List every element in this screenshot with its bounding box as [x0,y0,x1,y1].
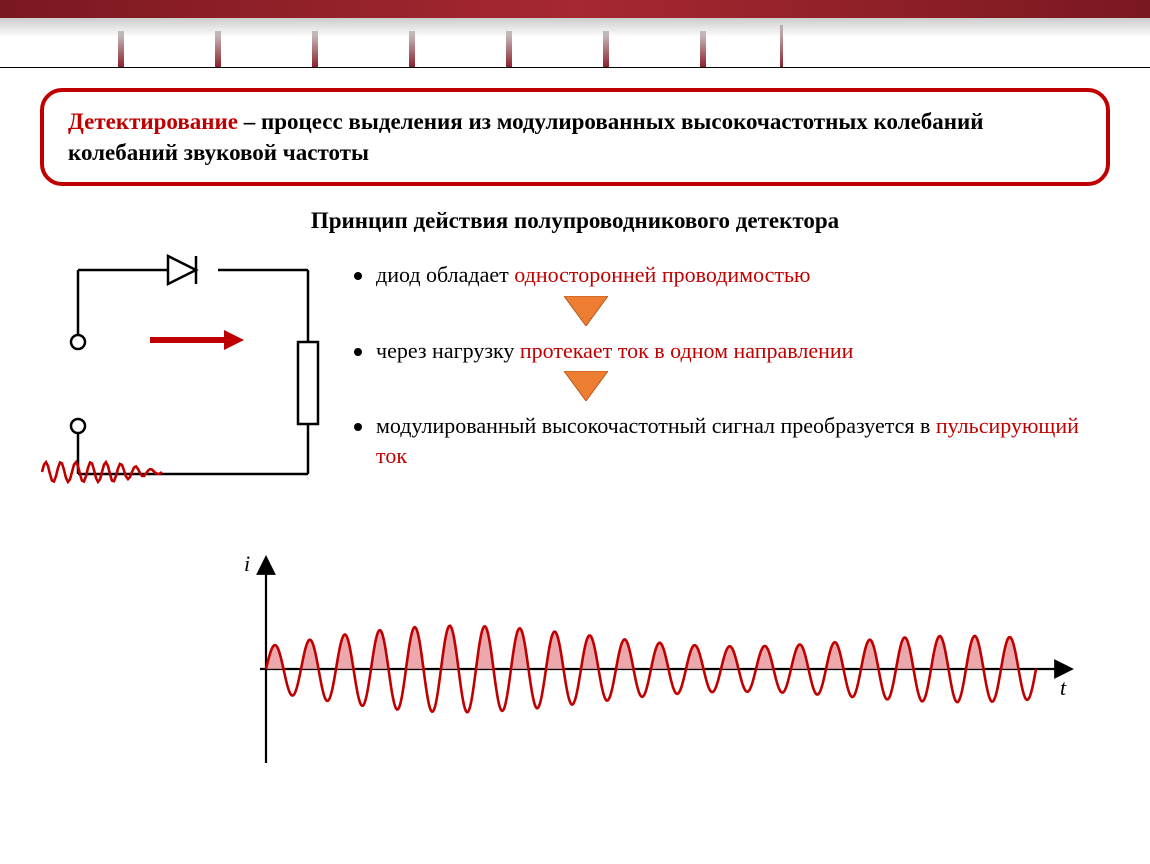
bullet-text: модулированный высокочастотный сигнал пр… [376,411,1110,470]
circuit-svg [40,254,330,534]
header-tick [780,25,783,67]
bullet-text: диод обладает односторонней проводимость… [376,260,810,290]
definition-box: Детектирование – процесс выделения из мо… [40,88,1110,186]
header-tick [118,31,124,67]
svg-text:i: i [244,551,250,576]
header-tick [603,31,609,67]
bullet-item: через нагрузку протекает ток в одном нап… [354,336,1110,366]
bullet-marker [354,423,362,431]
header-tick [409,31,415,67]
subtitle: Принцип действия полупроводникового дете… [40,208,1110,234]
bullet-item: диод обладает односторонней проводимость… [354,260,1110,290]
bullet-text: через нагрузку протекает ток в одном нап… [376,336,853,366]
chart-area: it [40,551,1110,776]
header-tick [700,31,706,67]
bullet-marker [354,272,362,280]
header-gradient-bar [0,0,1150,18]
flow-arrow-icon [564,296,1110,326]
flow-arrow-icon [564,371,1110,401]
slide-content: Детектирование – процесс выделения из мо… [0,68,1150,776]
main-row: диод обладает односторонней проводимость… [40,254,1110,539]
header-ticks [0,18,1150,68]
definition-term: Детектирование [68,109,238,134]
header-tick [312,31,318,67]
definition-text: Детектирование – процесс выделения из мо… [68,106,1082,168]
bullet-marker [354,348,362,356]
signal-chart: it [220,551,1080,771]
header-tick [215,31,221,67]
bullets-column: диод обладает односторонней проводимость… [354,254,1110,539]
header-tick [506,31,512,67]
svg-text:t: t [1060,675,1067,700]
bullet-item: модулированный высокочастотный сигнал пр… [354,411,1110,470]
circuit-diagram [40,254,330,539]
